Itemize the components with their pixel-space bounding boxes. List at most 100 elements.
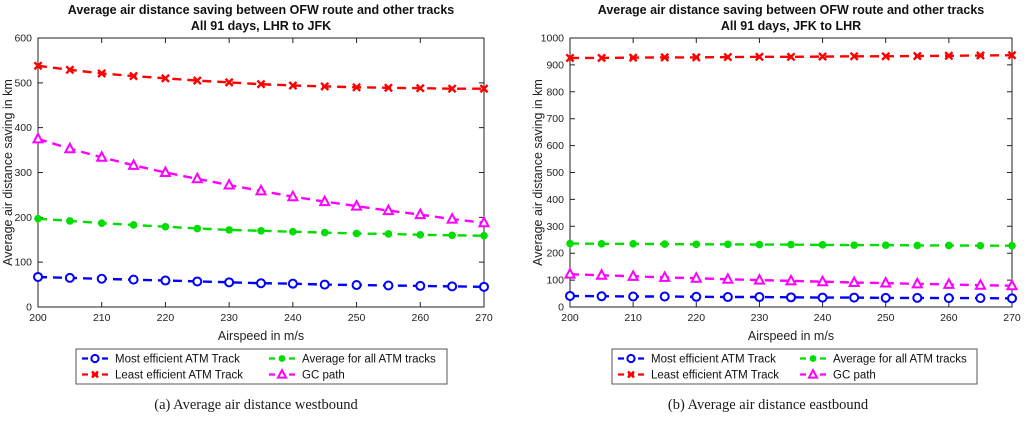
legend-item-least-efficient-atm-track: Least efficient ATM Track — [82, 370, 243, 382]
marker-circle-open — [722, 292, 733, 303]
y-tick-label: 0 — [26, 302, 32, 314]
marker-circle-open — [256, 278, 266, 289]
marker-circle-open — [192, 276, 203, 287]
marker-x — [660, 52, 670, 62]
marker-circle-filled — [850, 241, 858, 249]
chart-title-line2: All 91 days, JFK to LHR — [721, 19, 861, 33]
legend-item-average-for-all-atm-tracks: Average for all ATM tracks — [800, 354, 967, 366]
marker-triangle-open — [807, 367, 819, 379]
marker-triangle-open — [1005, 278, 1019, 291]
marker-circle-open — [96, 273, 107, 284]
marker-circle-filled — [278, 355, 286, 362]
marker-x — [691, 52, 701, 62]
marker-circle-filled — [225, 226, 233, 234]
marker-circle-open — [754, 292, 765, 303]
series-line-average-for-all-atm-tracks — [569, 242, 1012, 247]
x-tick-label: 240 — [284, 312, 302, 324]
marker-triangle-open — [942, 277, 956, 289]
marker-circle-filled — [161, 222, 170, 231]
y-tick-label: 200 — [546, 248, 564, 260]
marker-triangle-open — [31, 131, 45, 144]
marker-circle-filled — [724, 240, 732, 249]
y-axis-label: Average air distance saving in km — [531, 79, 545, 266]
marker-x — [91, 370, 99, 379]
marker-x — [320, 81, 330, 91]
figure-eastbound: Average air distance saving between OFW … — [512, 0, 1024, 421]
marker-circle-open — [565, 290, 575, 301]
marker-circle-filled — [257, 226, 265, 235]
marker-x — [224, 77, 234, 87]
marker-circle-open — [319, 279, 330, 290]
x-tick-label: 200 — [561, 312, 579, 324]
legend-label: Least efficient ATM Track — [651, 370, 779, 382]
x-tick-label: 260 — [412, 312, 430, 324]
marker-circle-open — [287, 278, 298, 289]
y-tick-label: 100 — [14, 257, 32, 269]
y-tick-label: 400 — [14, 122, 32, 134]
marker-triangle-open — [477, 215, 491, 228]
marker-circle-filled — [1008, 241, 1016, 250]
marker-x — [912, 51, 922, 61]
legend-item-average-for-all-atm-tracks: Average for all ATM tracks — [269, 354, 436, 366]
marker-triangle-open — [276, 367, 288, 379]
y-tick-label: 800 — [546, 86, 564, 98]
marker-triangle-open — [753, 272, 766, 285]
series-line-most-efficient-atm-track — [569, 294, 1013, 300]
caption-eastbound: (b) Average air distance eastbound — [667, 397, 869, 413]
marker-triangle-open — [911, 276, 924, 289]
marker-circle-filled — [352, 229, 361, 238]
marker-circle-filled — [129, 221, 138, 229]
marker-triangle-open — [63, 141, 77, 154]
marker-circle-open — [160, 275, 171, 286]
marker-x — [479, 84, 489, 94]
marker-triangle-open — [159, 165, 172, 177]
marker-triangle-open — [286, 189, 300, 202]
marker-x — [383, 83, 393, 93]
x-tick-label: 200 — [29, 312, 47, 324]
marker-x — [160, 73, 170, 83]
marker-circle-open — [626, 353, 636, 364]
chart-eastbound-canvas: Average air distance saving between OFW … — [531, 3, 1021, 385]
marker-x — [975, 51, 985, 60]
marker-circle-open — [447, 281, 458, 292]
marker-circle-open — [415, 280, 426, 291]
x-tick-label: 220 — [157, 312, 175, 324]
y-tick-label: 300 — [546, 221, 564, 233]
marker-x — [256, 79, 266, 89]
marker-circle-open — [880, 292, 891, 303]
x-tick-label: 230 — [220, 312, 238, 324]
legend-label: Most efficient ATM Track — [651, 354, 776, 366]
marker-circle-open — [128, 274, 139, 285]
marker-x — [33, 61, 43, 71]
legend-label: Average for all ATM tracks — [302, 354, 436, 366]
plot-box — [569, 37, 1013, 308]
marker-x — [944, 51, 954, 61]
marker-x — [97, 68, 107, 78]
marker-circle-filled — [755, 240, 764, 249]
marker-triangle-open — [784, 273, 798, 286]
marker-circle-filled — [881, 241, 890, 249]
chart-title-line2: All 91 days, LHR to JFK — [191, 19, 331, 33]
x-tick-label: 220 — [688, 312, 706, 324]
legend-label: Average for all ATM tracks — [833, 354, 967, 366]
x-axis-label: Airspeed in m/s — [218, 329, 304, 343]
y-tick-label: 300 — [14, 167, 32, 179]
marker-circle-filled — [913, 241, 922, 250]
marker-x — [881, 51, 891, 61]
marker-x — [597, 53, 607, 63]
x-tick-label: 270 — [1003, 312, 1021, 324]
legend-item-gc-path: GC path — [800, 367, 876, 382]
marker-circle-filled — [384, 230, 393, 238]
legend-label: Most efficient ATM Track — [115, 354, 240, 366]
marker-triangle-open — [445, 211, 459, 224]
marker-circle-filled — [597, 239, 606, 248]
marker-circle-filled — [193, 224, 202, 233]
marker-triangle-open — [95, 150, 108, 162]
marker-x — [352, 82, 362, 92]
marker-triangle-open — [658, 270, 671, 282]
marker-circle-open — [691, 291, 702, 302]
marker-triangle-open — [816, 274, 829, 287]
legend-item-most-efficient-atm-track: Most efficient ATM Track — [618, 354, 776, 366]
marker-triangle-open — [879, 275, 892, 288]
